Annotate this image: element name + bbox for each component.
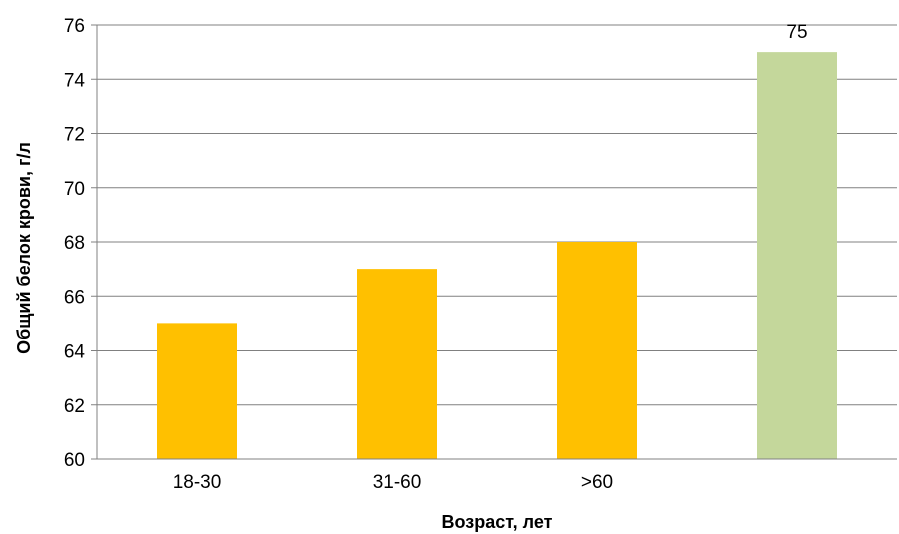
bars [157, 52, 837, 459]
bar [157, 323, 237, 459]
x-tick-label: >60 [581, 472, 613, 493]
bar [557, 242, 637, 459]
data-label: 75 [786, 22, 807, 43]
data-labels: 75 [786, 22, 807, 43]
y-tick-label: 68 [64, 233, 85, 254]
x-axis-title: Возраст, лет [442, 512, 553, 532]
x-tick-labels: 18-30 31-60 >60 [173, 472, 613, 493]
bar [357, 269, 437, 459]
y-tick-label: 72 [64, 125, 85, 146]
y-tick-label: 60 [64, 450, 85, 471]
y-tick-label: 62 [64, 396, 85, 417]
x-tick-label: 31-60 [373, 472, 422, 493]
bar [757, 52, 837, 459]
x-tick-label: 18-30 [173, 472, 222, 493]
y-tick-label: 76 [64, 16, 85, 37]
y-tick-label: 64 [64, 342, 86, 363]
y-tick-label: 66 [64, 287, 85, 308]
y-tick-label: 70 [64, 179, 85, 200]
y-tick-label: 74 [64, 70, 86, 91]
y-axis-title: Общий белок крови, г/л [14, 142, 34, 354]
y-tick-labels: 60 62 64 66 68 70 72 74 76 [64, 16, 86, 471]
axes [91, 24, 897, 460]
